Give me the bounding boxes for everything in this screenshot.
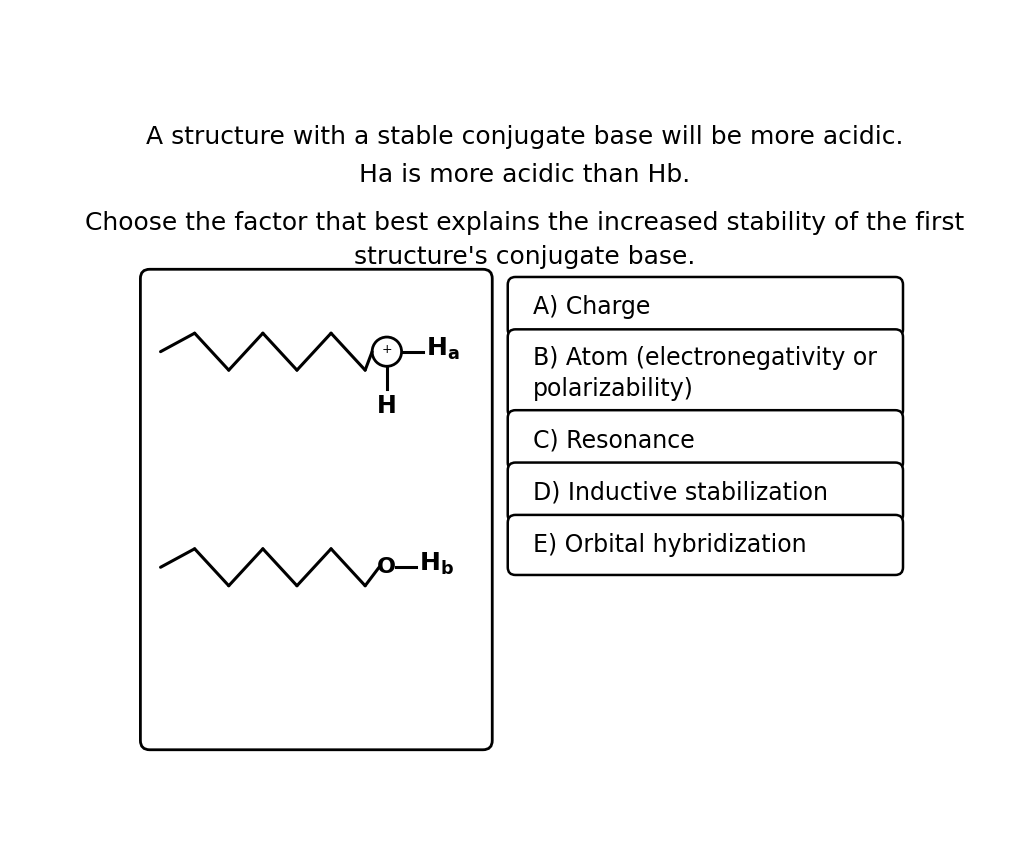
Text: O: O [378, 557, 396, 577]
Text: E) Orbital hybridization: E) Orbital hybridization [532, 533, 806, 557]
Text: $\mathbf{H_b}$: $\mathbf{H_b}$ [420, 551, 455, 577]
FancyBboxPatch shape [508, 329, 903, 418]
Text: Ha is more acidic than Hb.: Ha is more acidic than Hb. [359, 163, 690, 187]
FancyBboxPatch shape [508, 515, 903, 575]
FancyBboxPatch shape [140, 269, 493, 750]
Text: $\mathbf{H_a}$: $\mathbf{H_a}$ [426, 335, 460, 362]
Text: H: H [377, 394, 396, 418]
FancyBboxPatch shape [508, 410, 903, 470]
FancyBboxPatch shape [508, 277, 903, 337]
FancyBboxPatch shape [508, 462, 903, 523]
Text: D) Inductive stabilization: D) Inductive stabilization [532, 480, 827, 505]
Text: A) Charge: A) Charge [532, 295, 650, 319]
Text: +: + [382, 343, 392, 356]
Text: structure's conjugate base.: structure's conjugate base. [354, 245, 695, 269]
Text: B) Atom (electronegativity or
polarizability): B) Atom (electronegativity or polarizabi… [532, 347, 877, 401]
Text: Choose the factor that best explains the increased stability of the first: Choose the factor that best explains the… [85, 211, 965, 235]
Text: A structure with a stable conjugate base will be more acidic.: A structure with a stable conjugate base… [146, 124, 903, 148]
Text: C) Resonance: C) Resonance [532, 428, 694, 452]
